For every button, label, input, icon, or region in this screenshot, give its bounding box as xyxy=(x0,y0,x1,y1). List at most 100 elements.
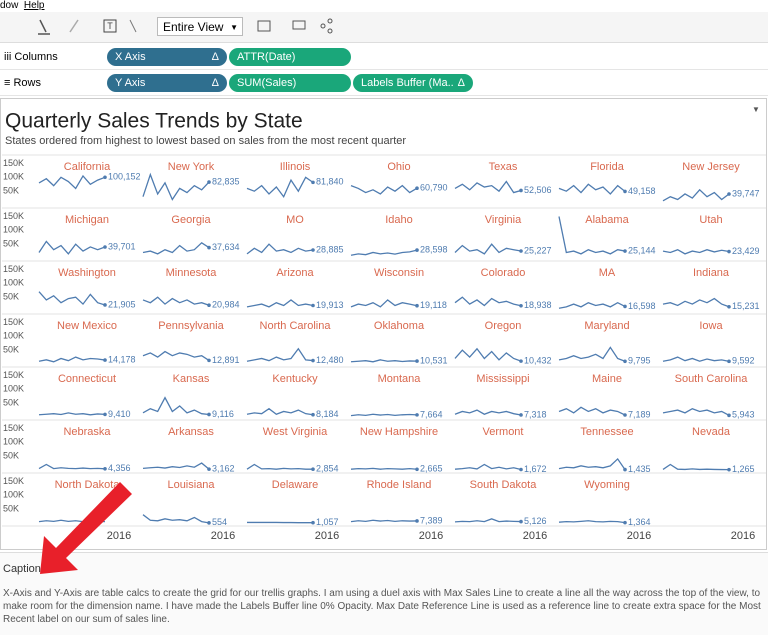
panel-title: Maine xyxy=(592,373,622,385)
value-label: 52,506 xyxy=(524,185,552,195)
y-tick-label: 50K xyxy=(3,292,19,302)
pill-label: X Axis xyxy=(115,51,146,63)
y-tick-label: 100K xyxy=(3,172,24,182)
value-label: 12,480 xyxy=(316,355,344,365)
last-point xyxy=(623,359,627,363)
value-label: 20,984 xyxy=(212,300,240,310)
value-label: 1,672 xyxy=(524,464,547,474)
y-tick-label: 100K xyxy=(3,437,24,447)
panel-title: Ohio xyxy=(387,161,410,173)
panel-title: Wisconsin xyxy=(374,267,424,279)
y-tick-label: 150K xyxy=(3,476,24,486)
last-point xyxy=(207,180,211,184)
value-label: 4,356 xyxy=(108,463,131,473)
panel-title: North Dakota xyxy=(55,479,121,491)
last-point xyxy=(415,359,419,363)
y-tick-label: 150K xyxy=(3,423,24,433)
panel-title: Pennsylvania xyxy=(158,320,224,332)
panel-title: Tennessee xyxy=(580,426,633,438)
last-point xyxy=(623,249,627,253)
y-tick-label: 50K xyxy=(3,345,19,355)
panel-title: Connecticut xyxy=(58,373,116,385)
last-point xyxy=(727,192,731,196)
menu-item[interactable]: dow xyxy=(0,0,18,11)
fit-dropdown[interactable]: Entire View▼ xyxy=(157,17,243,36)
pill-icon: Δ xyxy=(458,74,465,92)
panel-title: South Carolina xyxy=(675,373,749,385)
y-tick-label: 150K xyxy=(3,264,24,274)
pill-icon: Δ xyxy=(212,74,219,92)
menu-caret[interactable]: ▼ xyxy=(752,105,760,114)
chart-title: Quarterly Sales Trends by State xyxy=(5,110,303,133)
shelf-label-text: Columns xyxy=(14,51,57,63)
x-tick-label: 2016 xyxy=(523,530,547,542)
value-label: 9,410 xyxy=(108,409,131,419)
last-point xyxy=(103,245,107,249)
panel-title: Wyoming xyxy=(584,479,630,491)
panel-title: Georgia xyxy=(171,214,211,226)
panel-title: Virginia xyxy=(485,214,522,226)
panel-title: Rhode Island xyxy=(367,479,432,491)
panel-title: Kansas xyxy=(173,373,210,385)
value-label: 9,592 xyxy=(732,356,755,366)
last-point xyxy=(207,359,211,363)
last-point xyxy=(727,414,731,418)
panel-title: Louisiana xyxy=(167,479,215,491)
value-label: 25,144 xyxy=(628,245,656,255)
panel-title: New Hampshire xyxy=(360,426,438,438)
pill[interactable]: Y Axis Δ xyxy=(107,74,227,92)
pill[interactable]: SUM(Sales) xyxy=(229,74,351,92)
last-point xyxy=(311,467,315,471)
last-point xyxy=(727,305,731,309)
fit-label: Entire View xyxy=(163,20,223,34)
x-tick-label: 2016 xyxy=(107,530,131,542)
y-tick-label: 100K xyxy=(3,225,24,235)
value-label: 5,943 xyxy=(732,410,755,420)
panel-title: Minnesota xyxy=(166,267,218,279)
toolbar-icons: T xyxy=(0,12,150,42)
menu-item[interactable]: Help xyxy=(24,0,45,11)
panel-title: North Carolina xyxy=(260,320,332,332)
value-label: 14,178 xyxy=(108,354,136,364)
value-label: 2,665 xyxy=(420,464,443,474)
pill-icon: Δ xyxy=(212,48,219,66)
panel-title: Mississippi xyxy=(476,373,529,385)
y-tick-label: 50K xyxy=(3,398,19,408)
y-tick-label: 50K xyxy=(3,504,19,514)
last-point xyxy=(103,303,107,307)
menu-bar: dow Help xyxy=(0,0,45,11)
x-tick-label: 2016 xyxy=(211,530,235,542)
panel-title: MO xyxy=(286,214,304,226)
value-label: 21,905 xyxy=(108,299,136,309)
last-point xyxy=(311,521,315,525)
sales-line xyxy=(351,520,417,521)
panel-title: Oregon xyxy=(485,320,522,332)
value-label: 39,701 xyxy=(108,241,136,251)
value-label: 554 xyxy=(212,517,227,527)
value-label: 1,057 xyxy=(316,517,339,527)
y-tick-label: 150K xyxy=(3,317,24,327)
last-point xyxy=(207,521,211,525)
value-label: 25,227 xyxy=(524,245,552,255)
panel-title: Michigan xyxy=(65,214,109,226)
last-point xyxy=(415,186,419,190)
pill[interactable]: ATTR(Date) xyxy=(229,48,351,66)
last-point xyxy=(623,468,627,472)
value-label: 9,795 xyxy=(628,356,651,366)
pill[interactable]: Labels Buffer (Ma..Δ xyxy=(353,74,473,92)
value-label: 1,435 xyxy=(628,464,651,474)
caption-title: Caption xyxy=(3,563,41,575)
panel-title: South Dakota xyxy=(470,479,538,491)
pill[interactable]: X Axis Δ xyxy=(107,48,227,66)
value-label: 15,231 xyxy=(732,301,760,311)
pill-label: Y Axis xyxy=(115,77,145,89)
last-point xyxy=(415,413,419,417)
last-point xyxy=(519,189,523,193)
value-label: 19,118 xyxy=(420,300,447,310)
panel-title: Washington xyxy=(58,267,116,279)
caption-panel: Caption X-Axis and Y-Axis are table calc… xyxy=(0,552,768,635)
panel-title: Oklahoma xyxy=(374,320,425,332)
last-point xyxy=(103,467,107,471)
value-label: 7,389 xyxy=(420,515,443,525)
